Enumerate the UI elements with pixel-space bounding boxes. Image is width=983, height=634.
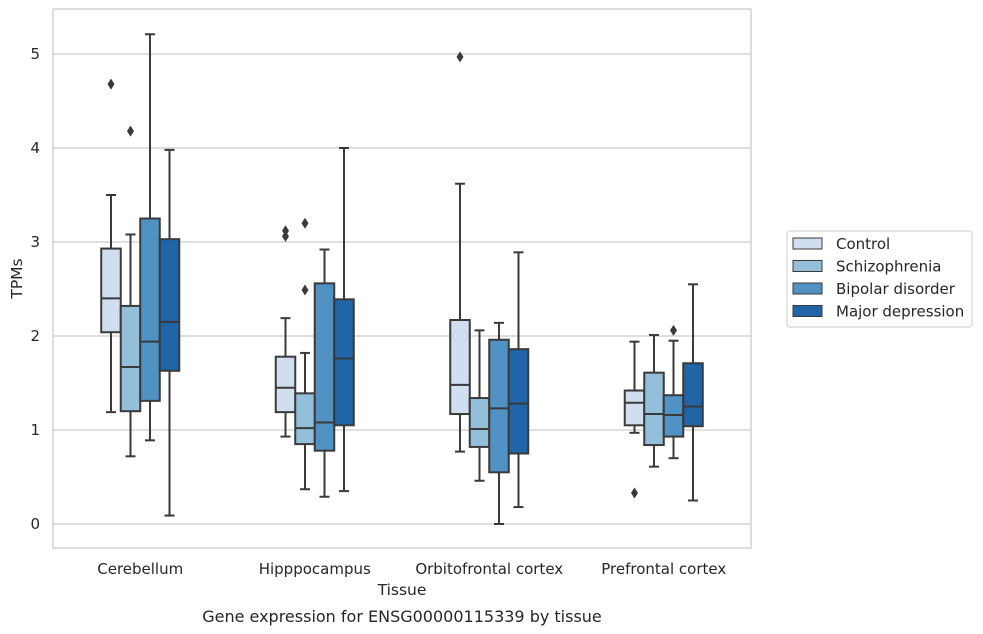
legend-label: Bipolar disorder: [836, 280, 956, 298]
box-major-depression: [158, 148, 181, 517]
box-iqr: [119, 304, 142, 413]
y-tick-label: 3: [30, 233, 40, 251]
x-axis-label: Tissue: [377, 581, 427, 599]
outlier-point: [301, 284, 309, 296]
box-schizophrenia: [468, 329, 491, 482]
box-control: [449, 51, 471, 453]
y-tick-label: 4: [30, 139, 40, 157]
box-control: [274, 225, 297, 438]
box-major-depression: [333, 147, 355, 493]
box-bipolar-disorder: [313, 248, 336, 498]
box-bipolar-disorder: [662, 324, 685, 460]
outlier-point: [456, 51, 464, 63]
box-iqr: [643, 371, 665, 447]
outlier-point: [107, 78, 115, 90]
outlier-point: [127, 125, 134, 137]
legend: Control Schizophrenia Bipolar disorder Majo…: [786, 230, 973, 328]
outlier-point: [670, 324, 677, 336]
outlier-point: [282, 225, 289, 237]
box-schizophrenia: [294, 217, 316, 491]
legend-swatch: [792, 282, 823, 295]
box-iqr: [313, 282, 336, 452]
box-iqr: [468, 397, 491, 448]
box-control: [100, 78, 122, 414]
legend-swatch: [792, 237, 823, 250]
box-series: [100, 33, 704, 525]
y-tick-label: 1: [30, 421, 40, 439]
legend-swatch: [792, 260, 823, 272]
outlier-point: [301, 217, 309, 229]
box-iqr: [158, 238, 181, 372]
box-schizophrenia: [643, 334, 665, 468]
box-iqr: [294, 392, 316, 446]
y-axis-label: TPMs: [8, 258, 26, 299]
box-iqr: [139, 217, 161, 402]
y-tick-label: 5: [30, 45, 40, 63]
box-iqr: [274, 355, 297, 414]
x-tick-label: Prefrontal cortex: [601, 560, 726, 578]
outlier-point: [631, 487, 638, 499]
legend-swatch: [792, 305, 823, 317]
box-iqr: [488, 338, 510, 474]
box-control: [623, 340, 646, 499]
box-bipolar-disorder: [488, 321, 510, 525]
legend-frame: [786, 230, 973, 328]
box-schizophrenia: [119, 125, 142, 458]
box-iqr: [682, 362, 704, 428]
y-tick-label: 2: [30, 327, 40, 345]
box-bipolar-disorder: [139, 33, 161, 442]
x-axis-ticks: Cerebellum Hipppocampus Orbitofrontal cort…: [97, 560, 726, 578]
plot-area-frame: [52, 8, 752, 549]
y-tick-label: 0: [30, 515, 40, 533]
legend-label: Control: [836, 235, 890, 253]
y-axis-ticks: 0 1 2 3 4 5: [30, 45, 40, 533]
x-tick-label: Orbitofrontal cortex: [415, 560, 563, 578]
box-iqr: [623, 389, 646, 427]
legend-label: Schizophrenia: [836, 258, 941, 276]
box-iqr: [449, 319, 471, 416]
outlier-point: [282, 230, 289, 242]
legend-label: Major depression: [836, 303, 964, 321]
chart-caption: Gene expression for ENSG00000115339 by t…: [202, 607, 602, 626]
box-major-depression: [682, 283, 704, 502]
x-tick-label: Cerebellum: [97, 560, 183, 578]
box-major-depression: [507, 251, 530, 509]
box-iqr: [100, 247, 122, 334]
box-iqr: [333, 298, 355, 427]
box-iqr: [507, 348, 530, 455]
x-tick-label: Hipppocampus: [259, 560, 371, 578]
